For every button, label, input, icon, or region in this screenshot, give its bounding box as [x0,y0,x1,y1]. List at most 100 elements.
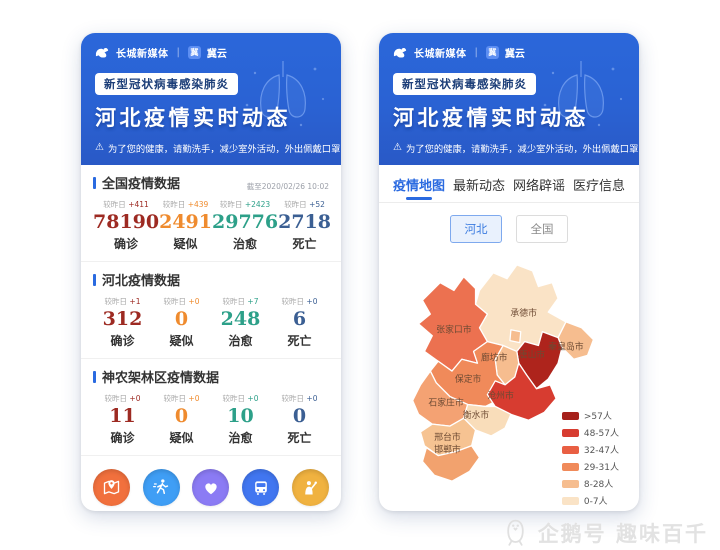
section-title: 全国疫情数据 [93,173,180,192]
right-phone-screen: 长城新媒体 | 冀 冀云 新型冠状病毒感染肺炎 河北疫情实时动态 ⚠ 为了您的健… [379,33,639,511]
section-national-stats: 全国疫情数据 截至2020/02/26 10:02 较昨日 +411 78190… [81,165,341,261]
map-label-handan: 邯郸市 [434,444,461,456]
shortcut-nearby-epidemic[interactable]: 周边疫情 [87,469,137,511]
map-label-cangzhou: 沧州市 [487,390,514,402]
header-logo-row: 长城新媒体 | 冀 冀云 [95,45,327,60]
legend-row: >57人 [561,409,619,422]
active-tab-underline [406,197,432,200]
stat-suspected: 较昨日 +0 0 疑似 [163,297,200,348]
region-toggle: 河北 全国 [379,203,639,249]
stat-suspected: 较昨日 +439 2491 疑似 [159,200,212,251]
app-header: 长城新媒体 | 冀 冀云 新型冠状病毒感染肺炎 河北疫情实时动态 ⚠ 为了您的健… [379,33,639,165]
banner-tag: 新型冠状病毒感染肺炎 [95,73,238,95]
page-title: 河北疫情实时动态 [393,106,589,130]
stat-confirmed: 较昨日 +1 312 确诊 [102,297,143,348]
section-title: 河北疫情数据 [93,270,180,289]
map-region-langfang-exclave[interactable] [509,329,522,344]
toggle-hebei[interactable]: 河北 [450,215,502,243]
shortcut-case-tracks[interactable]: 病例轨迹 [137,469,187,511]
tab-epidemic-map[interactable]: 疫情地图 [389,165,449,202]
walking-person-icon [142,469,180,506]
shortcut-row: 周边疫情 病例轨迹 [81,455,341,511]
warning-icon: ⚠ [393,142,402,153]
map-label-baoding: 保定市 [455,373,482,385]
stat-deaths: 较昨日 +0 0 死亡 [281,394,318,445]
as-of-timestamp: 截至2020/02/26 10:02 [246,181,329,191]
tab-latest-news[interactable]: 最新动态 [452,179,505,194]
shortcut-psych-counseling[interactable]: 心理咨询 [186,469,236,511]
hebei-map-svg: 承德市 张家口市 秦皇岛市 唐山市 廊坊市 保定市 沧州市 石家庄市 衡水市 邢… [412,264,595,482]
map-label-tangshan: 唐山市 [519,348,546,360]
logo-bird-icon [393,47,407,58]
stat-cured: 较昨日 +7 248 治愈 [220,297,261,348]
app-name: 冀云 [206,49,227,60]
toggle-national[interactable]: 全国 [516,215,568,243]
header-logo-row: 长城新媒体 | 冀 冀云 [393,45,625,60]
page-title: 河北疫情实时动态 [95,106,291,130]
left-phone-screen: 长城新媒体 | 冀 冀云 新型冠状病毒感染肺炎 河北疫情实时动态 ⚠ 为了您的健… [81,33,341,511]
map-pin-icon [93,469,131,506]
map-legend: >57人 48-57人 32-47人 29-31人 [561,409,619,511]
section-bar [93,176,96,189]
map-label-hengshui: 衡水市 [463,409,490,421]
health-notice: ⚠ 为了您的健康，请勤洗手，减少室外活动，外出佩戴口罩 [95,141,340,156]
map-label-shijiazhuang: 石家庄市 [428,396,463,408]
cheering-person-icon [291,469,329,506]
tab-medical-info[interactable]: 医疗信息 [572,179,625,194]
bus-icon [242,469,280,506]
section-hebei-stats: 河北疫情数据 较昨日 +1 312 确诊 较昨日 +0 0 疑似 [81,261,341,358]
stat-confirmed: 较昨日 +0 11 确诊 [104,394,141,445]
legend-row: 8-28人 [561,477,619,490]
health-notice-text: 为了您的健康，请勤洗手，减少室外活动，外出佩戴口罩 [405,144,639,155]
section-bar [93,273,96,286]
section-shennongjia-stats: 神农架林区疫情数据 较昨日 +0 11 确诊 较昨日 +0 0 疑似 [81,358,341,455]
legend-swatch [561,462,579,471]
health-notice: ⚠ 为了您的健康，请勤洗手，减少室外活动，外出佩戴口罩 [393,141,638,156]
map-region-handan[interactable] [421,445,481,482]
stat-confirmed: 较昨日 +411 78190 确诊 [93,200,160,251]
legend-row: 29-31人 [561,460,619,473]
section-bar [93,370,96,383]
stat-cured: 较昨日 +0 10 治愈 [222,394,259,445]
logo-separator: | [474,47,478,58]
legend-swatch [561,445,579,454]
legend-swatch [561,479,579,488]
logo-text: 长城新媒体 [414,49,467,60]
map-label-xingtai: 邢台市 [434,431,461,443]
stat-deaths: 较昨日 +52 2718 死亡 [278,200,331,251]
shortcut-copassenger-query[interactable]: 同行查询 [236,469,286,511]
legend-swatch [561,496,579,505]
stat-suspected: 较昨日 +0 0 疑似 [163,394,200,445]
legend-swatch [561,428,579,437]
phone-mockups: 长城新媒体 | 冀 冀云 新型冠状病毒感染肺炎 河北疫情实时动态 ⚠ 为了您的健… [81,33,639,511]
map-label-chengde: 承德市 [510,307,537,319]
logo-text: 长城新媒体 [116,49,169,60]
warning-icon: ⚠ [95,142,104,153]
tab-bar: 疫情地图 最新动态 网络辟谣 医疗信息 [379,165,639,203]
legend-row: 0-7人 [561,494,619,507]
legend-swatch [561,411,579,420]
app-header: 长城新媒体 | 冀 冀云 新型冠状病毒感染肺炎 河北疫情实时动态 ⚠ 为了您的健… [81,33,341,165]
health-notice-text: 为了您的健康，请勤洗手，减少室外活动，外出佩戴口罩 [107,144,341,155]
logo-separator: | [176,47,180,58]
map-label-zhangjiakou: 张家口市 [436,324,471,336]
watermark: 企鹅号 趣味百千 [502,518,708,548]
hebei-map: 承德市 张家口市 秦皇岛市 唐山市 廊坊市 保定市 沧州市 石家庄市 衡水市 邢… [379,249,639,511]
app-name: 冀云 [504,49,525,60]
stat-cured: 较昨日 +2423 29776 治愈 [212,200,279,251]
map-label-langfang: 廊坊市 [481,351,508,363]
jiyun-badge-icon: 冀 [485,46,499,59]
watermark-text: 企鹅号 趣味百千 [537,522,708,546]
map-label-qinhuangdao: 秦皇岛市 [548,340,583,352]
legend-row: 48-57人 [561,426,619,439]
tab-rumor-debunking[interactable]: 网络辟谣 [512,179,565,194]
stat-deaths: 较昨日 +0 6 死亡 [281,297,318,348]
section-title: 神农架林区疫情数据 [93,367,219,386]
heart-icon [192,469,230,506]
banner-tag: 新型冠状病毒感染肺炎 [393,73,536,95]
logo-bird-icon [95,47,109,58]
map-region-qinhuangdao[interactable] [557,321,595,360]
penguin-icon [506,519,524,546]
shortcut-wuhan-jiayou[interactable]: 武汉加油 [285,469,335,511]
